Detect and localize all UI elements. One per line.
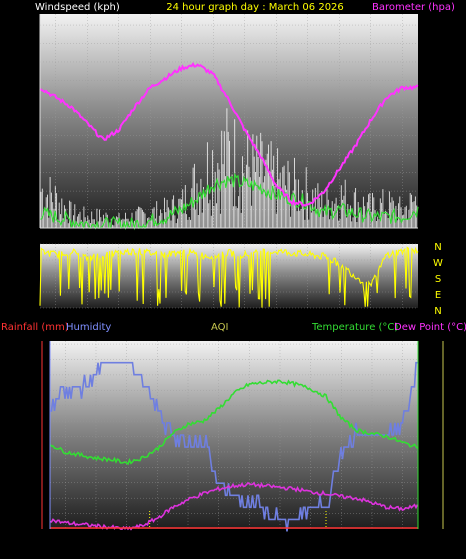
chart-title: 24 hour graph day : March 06 2026 (166, 2, 344, 13)
compass-n-bottom: N (434, 306, 441, 317)
dewpoint-axis-title: Dew Point (°C) (394, 322, 466, 333)
barometer-axis-title: Barometer (hpa) (372, 2, 455, 13)
compass-n-top: N (434, 242, 441, 253)
humidity-axis-title: Humidity (66, 322, 111, 333)
temperature-axis-title: Temperature (°C) (311, 322, 398, 333)
temp-humidity-panel (41, 341, 444, 532)
rainfall-axis-title: Rainfall (mm) (1, 322, 69, 333)
wind-direction-line (39, 246, 419, 308)
wind-plot-background (40, 14, 418, 228)
humidity-line (50, 361, 418, 532)
compass-w: W (433, 258, 443, 269)
barometer-line (39, 61, 419, 207)
wind-average-line (39, 172, 419, 231)
aqi-axis-title: AQI (211, 322, 229, 333)
wind-direction-panel: N W S E N (39, 242, 443, 317)
wind-barometer-panel (39, 14, 419, 231)
windspeed-axis-title: Windspeed (kph) (35, 2, 120, 13)
compass-s: S (435, 274, 441, 285)
compass-e: E (435, 290, 441, 301)
temperature-line (49, 379, 419, 466)
